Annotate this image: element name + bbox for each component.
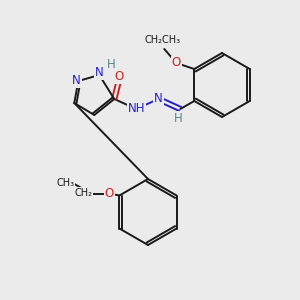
Text: N: N — [95, 67, 104, 80]
Text: O: O — [105, 187, 114, 200]
Text: H: H — [107, 58, 116, 71]
Text: H: H — [174, 112, 183, 124]
Text: CH₂CH₃: CH₂CH₃ — [144, 35, 180, 45]
Text: O: O — [115, 70, 124, 83]
Text: N: N — [154, 92, 163, 106]
Text: CH₂: CH₂ — [74, 188, 92, 197]
Text: N: N — [72, 74, 81, 88]
Text: NH: NH — [128, 103, 145, 116]
Text: CH₃: CH₃ — [56, 178, 74, 188]
Text: O: O — [172, 56, 181, 70]
